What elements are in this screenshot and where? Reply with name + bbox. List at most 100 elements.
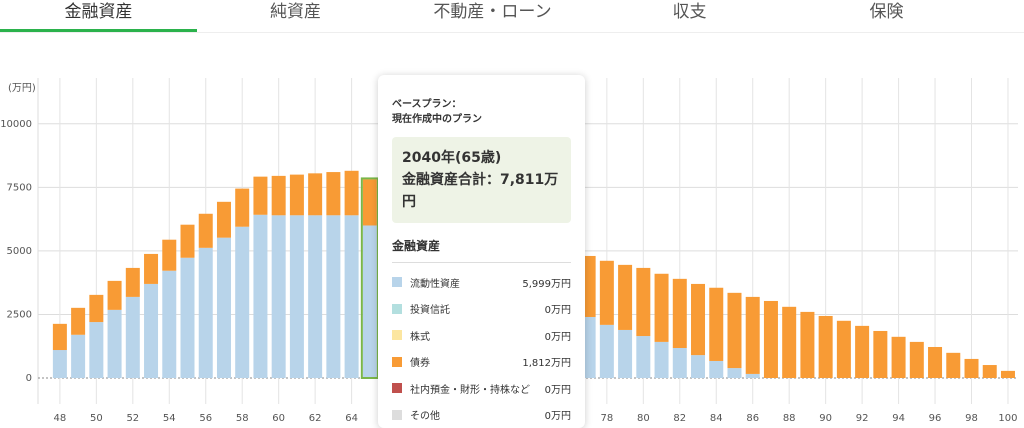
tab[interactable]: 不動産・ローン: [433, 2, 552, 22]
bar-segment: [52, 350, 67, 378]
plan-label: ベースプラン：: [392, 99, 462, 110]
bar-segment: [745, 296, 760, 374]
bar-segment: [672, 348, 687, 378]
x-tick-label: 88: [783, 413, 796, 424]
x-tick-label: 96: [929, 413, 942, 424]
bar-segment: [709, 360, 724, 378]
bar-segment: [836, 320, 851, 378]
bar-segment: [180, 224, 195, 258]
bar-segment: [362, 179, 377, 226]
row-value: 1,812万円: [522, 358, 571, 370]
tab[interactable]: 保険: [869, 2, 904, 22]
tabs: 金融資産 純資産 不動産・ローン 収支 保険: [0, 0, 1024, 33]
tooltip-row: 投資信託 0万円: [392, 296, 571, 323]
bar-segment: [818, 315, 833, 378]
bar-segment: [198, 247, 213, 378]
bar-segment: [71, 334, 86, 378]
x-tick-label: 84: [710, 413, 723, 424]
x-tick-label: 58: [236, 413, 249, 424]
bar-segment: [618, 329, 633, 378]
bar-segment: [709, 287, 724, 361]
bar-segment: [636, 267, 651, 337]
y-tick-label: 7500: [7, 182, 32, 193]
bar-segment: [289, 215, 304, 378]
tooltip-row: 債券 1,812万円: [392, 349, 571, 376]
summary-box: 2040年(65歳) 金融資産合計：7,811万円: [392, 137, 571, 223]
y-axis-label: (万円): [8, 83, 36, 94]
row-value: 0万円: [544, 331, 571, 343]
y-tick-label: 2500: [7, 309, 32, 320]
x-tick-label: 62: [309, 413, 322, 424]
bar-segment: [1000, 370, 1015, 378]
tooltip-row: 流動性資産 5,999万円: [392, 269, 571, 296]
bar-segment: [289, 174, 304, 216]
bar-segment: [235, 188, 250, 227]
bar-segment: [782, 306, 797, 378]
highlight: [360, 177, 379, 379]
bar-segment: [344, 170, 359, 216]
bar-segment: [89, 322, 104, 378]
bar-segment: [198, 213, 213, 248]
bar-segment: [891, 336, 906, 378]
swatch: [392, 383, 402, 394]
row-name: 社内預金・財形・持株など: [410, 384, 530, 396]
swatch: [392, 356, 402, 367]
x-tick-label: 50: [90, 413, 103, 424]
rows: 流動性資産 5,999万円 投資信託 0万円 株式 0万円 債券 1,812万円 社内預金・財形…: [392, 269, 571, 428]
bar-segment: [691, 355, 706, 378]
x-tick-label: 82: [673, 413, 686, 424]
x-tick-label: 56: [199, 413, 212, 424]
x-tick-label: 92: [856, 413, 869, 424]
tab[interactable]: 純資産: [270, 2, 321, 22]
bar-segment: [581, 255, 596, 317]
bar-segment: [253, 214, 268, 378]
bar-segment: [800, 311, 815, 378]
x-tick-label: 60: [272, 413, 285, 424]
bar-segment: [344, 215, 359, 378]
bar-segment: [89, 294, 104, 323]
x-tick-label: 90: [819, 413, 832, 424]
bar-segment: [326, 172, 341, 216]
bar-segment: [107, 280, 122, 310]
row-value: 5,999万円: [522, 278, 571, 290]
x-tick-label: 48: [54, 413, 67, 424]
row-name: 流動性資産: [410, 278, 460, 290]
bar-segment: [654, 341, 669, 378]
row-name: その他: [410, 411, 440, 423]
x-tick-label: 94: [892, 413, 905, 424]
row-value: 0万円: [544, 305, 571, 317]
bar-segment: [71, 307, 86, 335]
date: 2040年(65歳): [402, 150, 502, 166]
bar-segment: [235, 226, 250, 378]
bar-segment: [599, 260, 614, 325]
x-tick-label: 64: [345, 413, 358, 424]
bar-segment: [636, 336, 651, 378]
bar-segment: [253, 176, 268, 215]
bar-segment: [618, 264, 633, 330]
tooltip-row: 社内預金・財形・持株など 0万円: [392, 375, 571, 402]
bar-segment: [946, 352, 961, 378]
tab[interactable]: 収支: [672, 2, 707, 22]
row-name: 株式: [410, 331, 430, 343]
bar-segment: [599, 324, 614, 378]
bar-segment: [855, 325, 870, 378]
x-tick-label: 98: [965, 413, 978, 424]
swatch: [392, 277, 402, 288]
swatch: [392, 330, 402, 341]
row-value: 0万円: [544, 411, 571, 423]
bar-segment: [763, 300, 778, 378]
bar-segment: [964, 358, 979, 378]
bar-segment: [216, 237, 231, 378]
bar-segment: [52, 323, 67, 351]
bar-segment: [654, 273, 669, 342]
tooltip: ベースプラン： 現在作成中のプラン 2040年(65歳) 金融資産合計：7,81…: [378, 75, 585, 428]
bar-segment: [162, 270, 177, 378]
x-tick-label: 100: [998, 413, 1017, 424]
tab[interactable]: 金融資産: [0, 0, 197, 32]
x-tick-label: 80: [637, 413, 650, 424]
bar-segment: [362, 225, 377, 378]
x-tick-label: 54: [163, 413, 176, 424]
bar-segment: [125, 296, 140, 378]
bar-segment: [928, 346, 943, 378]
